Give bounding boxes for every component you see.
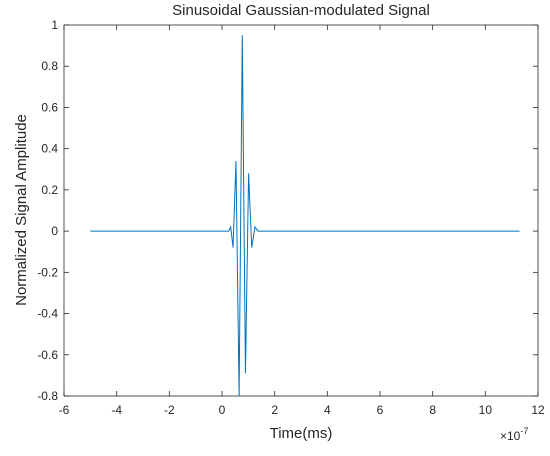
x-tick-label: 4	[324, 403, 331, 417]
x-multiplier-base: ×10	[500, 429, 521, 443]
x-multiplier: ×10-7	[500, 426, 528, 443]
y-tick-label: 0.2	[41, 183, 58, 197]
y-tick-label: -0.8	[37, 389, 58, 403]
y-tick-label: 1	[51, 18, 58, 32]
y-tick-label: 0.6	[41, 100, 58, 114]
x-axis-label: Time(ms)	[270, 425, 333, 442]
x-tick-label: 2	[271, 403, 278, 417]
x-tick-label: 0	[219, 403, 226, 417]
x-multiplier-exponent: -7	[520, 426, 528, 436]
y-tick-label: -0.6	[37, 348, 58, 362]
y-tick-label: 0	[51, 224, 58, 238]
x-tick-label: 10	[479, 403, 493, 417]
y-axis-label: Normalized Signal Amplitude	[13, 114, 30, 306]
x-tick-label: -6	[59, 403, 70, 417]
y-tick-label: -0.2	[37, 265, 58, 279]
x-tick-label: 12	[531, 403, 545, 417]
x-tick-label: -2	[164, 403, 175, 417]
x-tick-label: 8	[429, 403, 436, 417]
x-tick-label: -4	[111, 403, 122, 417]
axes-box	[63, 24, 539, 397]
y-tick-label: 0.8	[41, 59, 58, 73]
y-tick-label: -0.4	[37, 307, 58, 321]
chart-title: Sinusoidal Gaussian-modulated Signal	[172, 2, 430, 19]
series-line	[90, 35, 520, 397]
x-tick-label: 6	[377, 403, 384, 417]
y-tick-label: 0.4	[41, 142, 58, 156]
